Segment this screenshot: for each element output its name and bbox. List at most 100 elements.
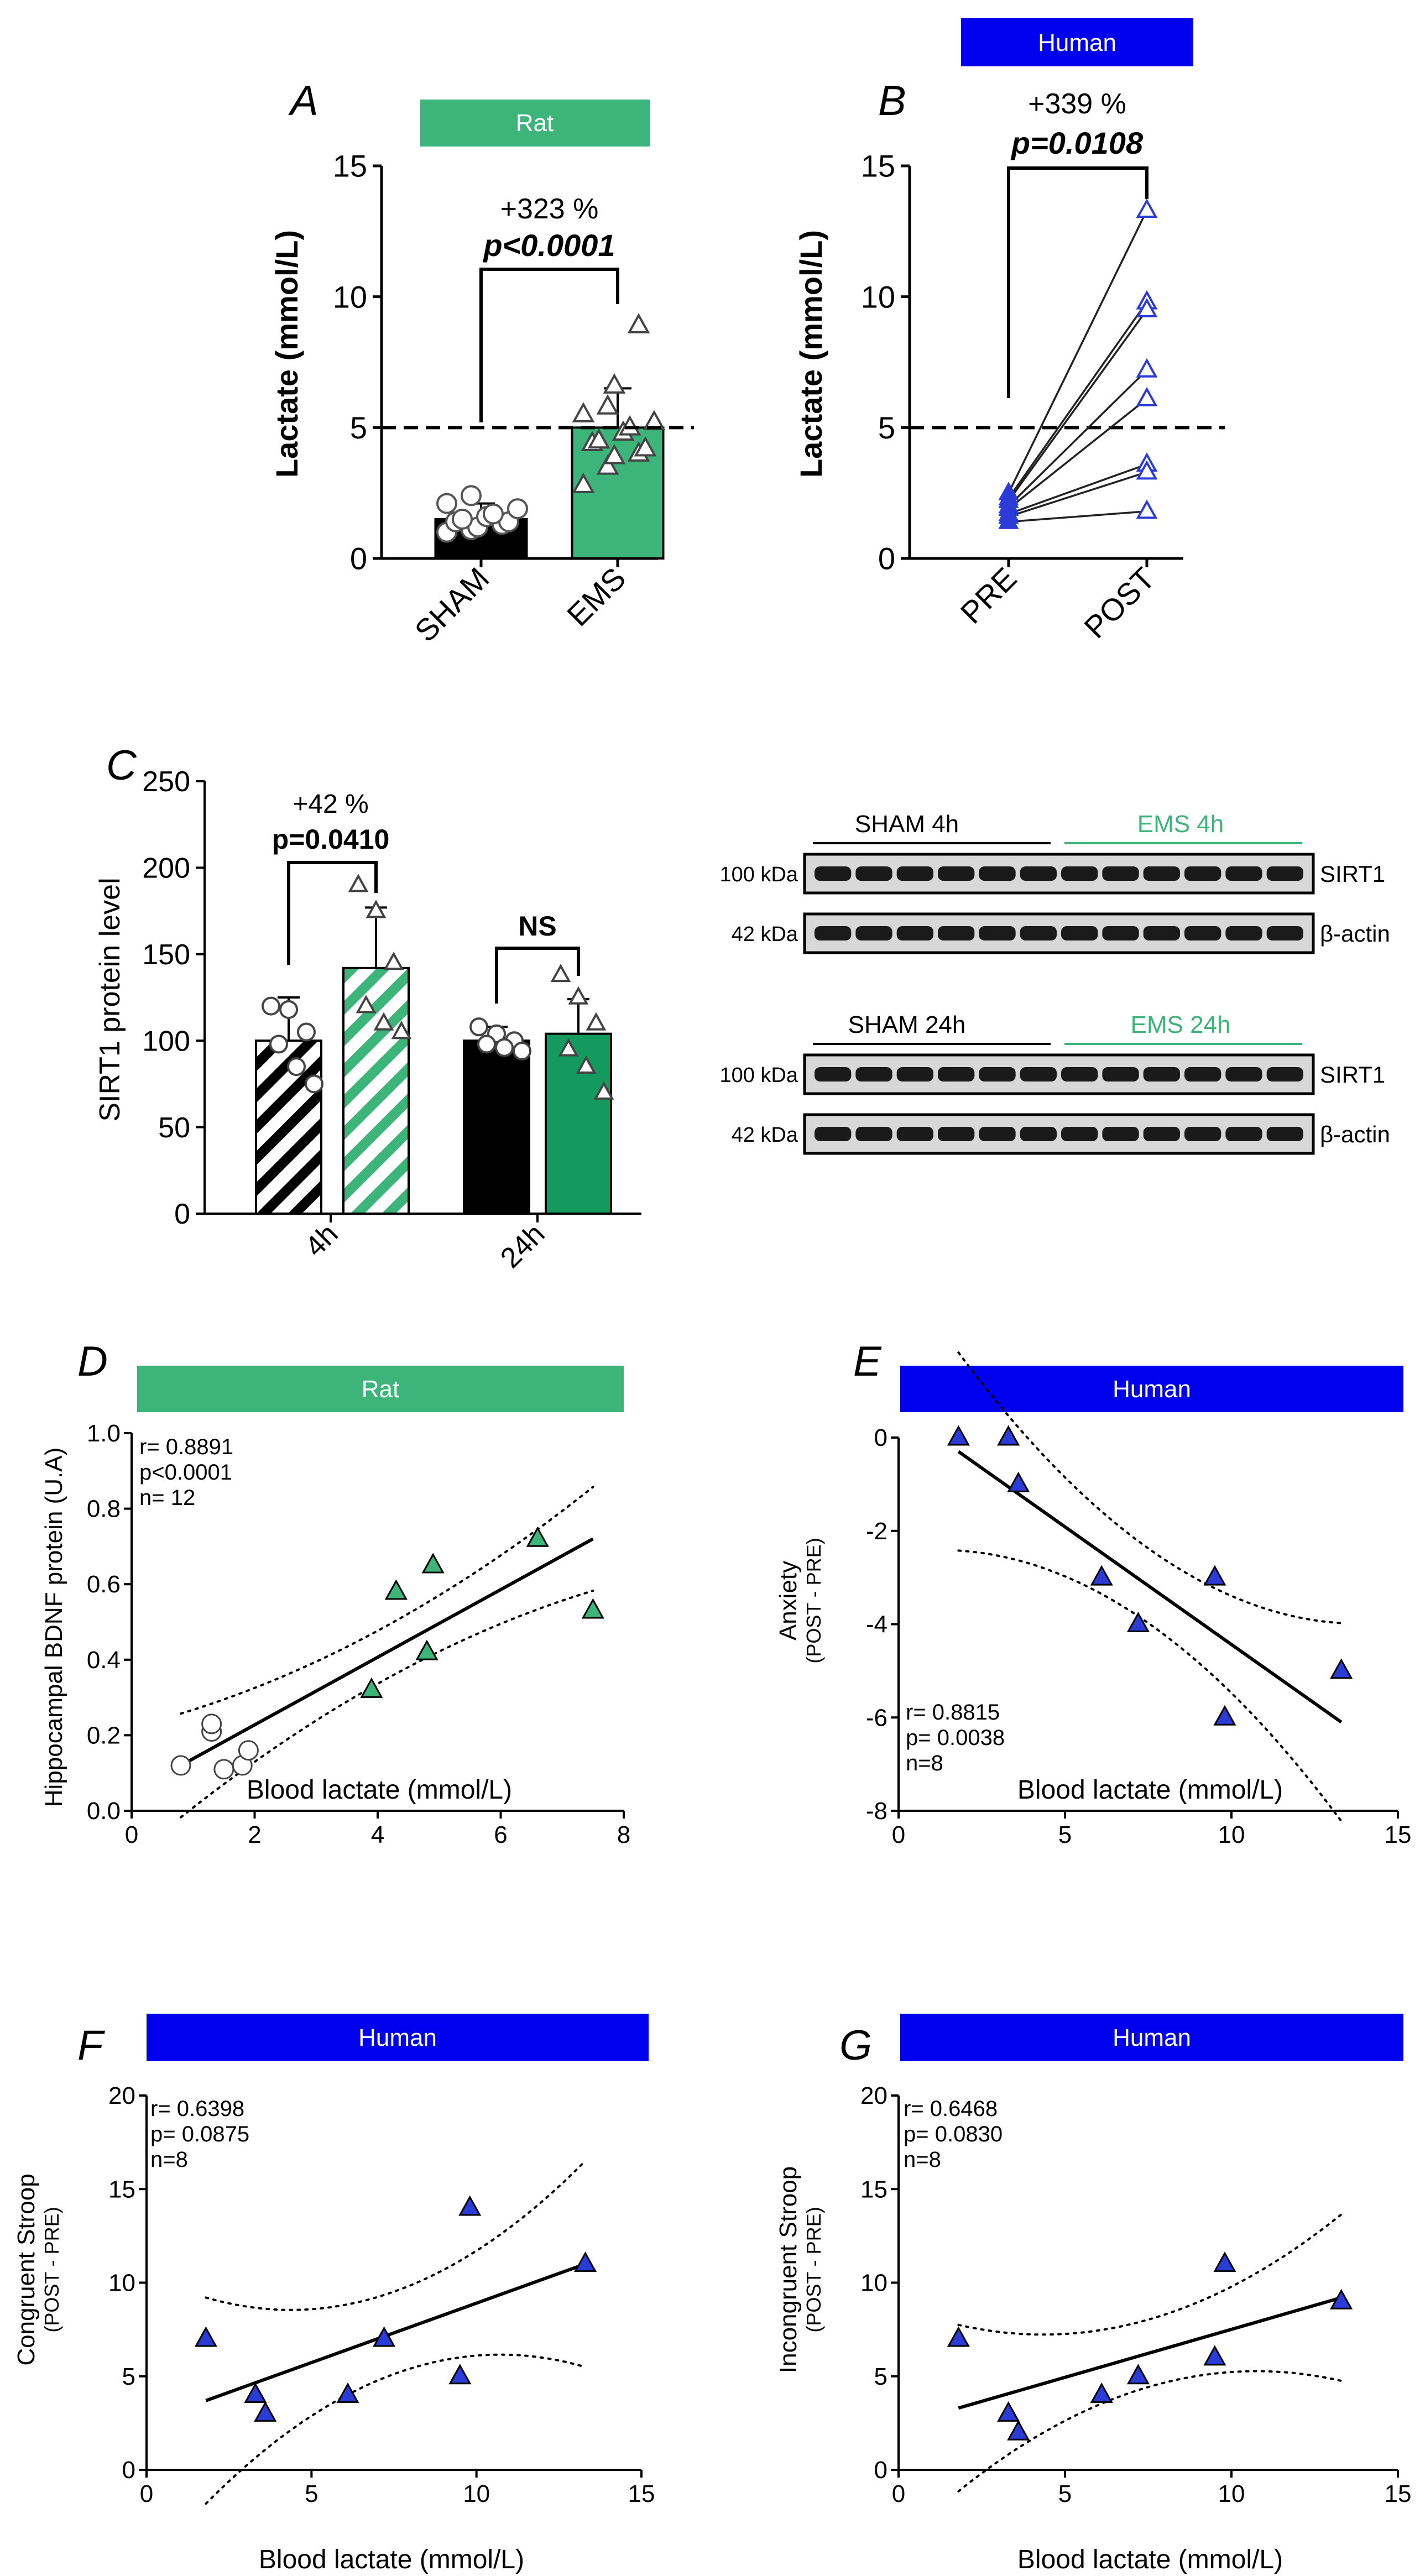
data-point-triangle — [448, 2364, 472, 2385]
stat-line: p<0.0001 — [139, 1460, 232, 1485]
stat-line: r= 0.8815 — [906, 1700, 1000, 1725]
protein-label: SIRT1 — [1320, 1062, 1385, 1088]
x-tick-label: 10 — [1218, 2480, 1245, 2507]
x-tick-label: 5 — [305, 2480, 318, 2507]
x-axis-label: Blood lactate (mmol/L) — [1017, 1775, 1283, 1805]
data-point — [436, 493, 457, 514]
molecular-weight-label: 100 kDa — [719, 1064, 798, 1087]
blot-band — [1266, 926, 1303, 940]
y-axis-label: Congruent Stroop — [13, 2173, 40, 2365]
regression-line — [958, 2296, 1342, 2410]
panel-letter: E — [853, 1338, 882, 1385]
y-axis-label: Anxiety — [775, 1561, 802, 1640]
molecular-weight-label: 42 kDa — [732, 923, 798, 946]
ems-group-label: EMS 24h — [1131, 1011, 1231, 1038]
blot-band — [979, 1067, 1016, 1081]
protein-label: β-actin — [1320, 921, 1390, 947]
banner-label: Rat — [516, 109, 554, 137]
percent-change: +323 % — [500, 193, 599, 225]
data-point-triangle — [997, 1425, 1020, 1446]
paired-line — [1008, 510, 1147, 523]
stat-line: n=8 — [904, 2147, 941, 2172]
data-point — [297, 1022, 316, 1042]
p-value: NS — [518, 911, 556, 942]
confidence-band-lower — [957, 1549, 1343, 1822]
data-point-triangle — [574, 2251, 597, 2272]
banner-label: Human — [1038, 29, 1116, 56]
paired-line — [1007, 301, 1148, 499]
paired-line — [1008, 463, 1147, 515]
y-tick-label: 0.4 — [87, 1647, 121, 1674]
data-point-triangle — [1090, 1565, 1113, 1586]
stat-line: n=8 — [906, 1751, 943, 1775]
post-point — [1136, 499, 1158, 519]
y-axis-sublabel: (POST - PRE) — [802, 1538, 825, 1663]
data-point — [634, 436, 657, 457]
blot-band — [855, 926, 892, 940]
y-tick-label: 1.0 — [87, 1420, 121, 1447]
x-tick-label: 5 — [1058, 1821, 1072, 1848]
x-tick-label: 10 — [1218, 1821, 1245, 1848]
blot-band — [1225, 866, 1262, 881]
data-point-triangle — [254, 2401, 277, 2422]
data-point — [477, 1034, 496, 1054]
blot-band — [1143, 866, 1180, 881]
y-tick-label: 15 — [860, 2176, 888, 2203]
blot-band — [1102, 1067, 1139, 1081]
y-axis-sublabel: (POST - PRE) — [802, 2207, 825, 2332]
data-point-triangle — [1213, 2251, 1236, 2272]
stat-line: r= 0.8891 — [139, 1435, 233, 1459]
data-point-triangle — [360, 1677, 383, 1698]
data-point — [596, 394, 619, 415]
blot-band — [938, 866, 975, 881]
post-point — [1136, 198, 1158, 218]
data-point-triangle — [1007, 1471, 1030, 1492]
data-point — [287, 1057, 306, 1077]
panel-g: G Human Incongruent Stroop (POST - PRE) … — [775, 2014, 1411, 2574]
data-point-triangle — [947, 1425, 970, 1446]
percent-change: +339 % — [1028, 88, 1126, 120]
y-axis-label: Hippocampal BDNF protein (U.A) — [40, 1448, 67, 1807]
blot-band — [1102, 926, 1139, 940]
banner-rat — [137, 1366, 624, 1412]
data-point — [550, 964, 571, 983]
sham-group-label: SHAM 24h — [848, 1011, 966, 1038]
x-tick-label: 0 — [892, 2480, 905, 2507]
blot-band — [1061, 1127, 1098, 1141]
data-point — [383, 952, 404, 970]
y-tick-label: 0.0 — [87, 1798, 121, 1825]
significance-bracket — [479, 268, 619, 422]
data-point-triangle — [1203, 1565, 1226, 1586]
stat-line: p= 0.0830 — [904, 2122, 1003, 2146]
data-point-triangle — [581, 1598, 604, 1619]
panel-letter: C — [106, 742, 137, 789]
confidence-band-upper — [957, 2213, 1343, 2336]
y-tick-label: 50 — [158, 1112, 190, 1144]
paired-line — [1007, 210, 1148, 494]
confidence-band-upper — [180, 1486, 594, 1715]
blot-band — [1266, 1067, 1303, 1081]
y-tick-label: 15 — [108, 2176, 135, 2203]
y-tick-label: 150 — [142, 939, 190, 971]
y-tick-label: -4 — [866, 1611, 888, 1638]
y-tick-label: 20 — [108, 2082, 135, 2109]
y-tick-label: 20 — [860, 2082, 888, 2109]
data-point-triangle — [947, 2326, 970, 2347]
panel-b: Human B Lactate (mmol/L) 0 5 10 15 PRE POST +3… — [793, 18, 1225, 645]
x-tick-label: 2 — [248, 1821, 261, 1848]
data-point-triangle — [458, 2195, 482, 2216]
y-tick-label: 15 — [333, 149, 367, 184]
stat-line: p= 0.0875 — [150, 2122, 249, 2146]
panel-letter: G — [839, 2022, 872, 2069]
y-tick-label: 10 — [860, 2270, 888, 2297]
blot-band — [1102, 866, 1139, 881]
blot-band — [938, 1067, 975, 1081]
blot-band — [938, 1127, 975, 1141]
banner-label: Human — [1113, 1376, 1191, 1403]
y-tick-label: 250 — [142, 766, 190, 798]
data-point-triangle — [1007, 2420, 1030, 2441]
protein-label: SIRT1 — [1320, 861, 1385, 887]
data-point — [603, 443, 626, 464]
p-value: p<0.0001 — [482, 228, 615, 263]
data-point — [452, 509, 473, 530]
